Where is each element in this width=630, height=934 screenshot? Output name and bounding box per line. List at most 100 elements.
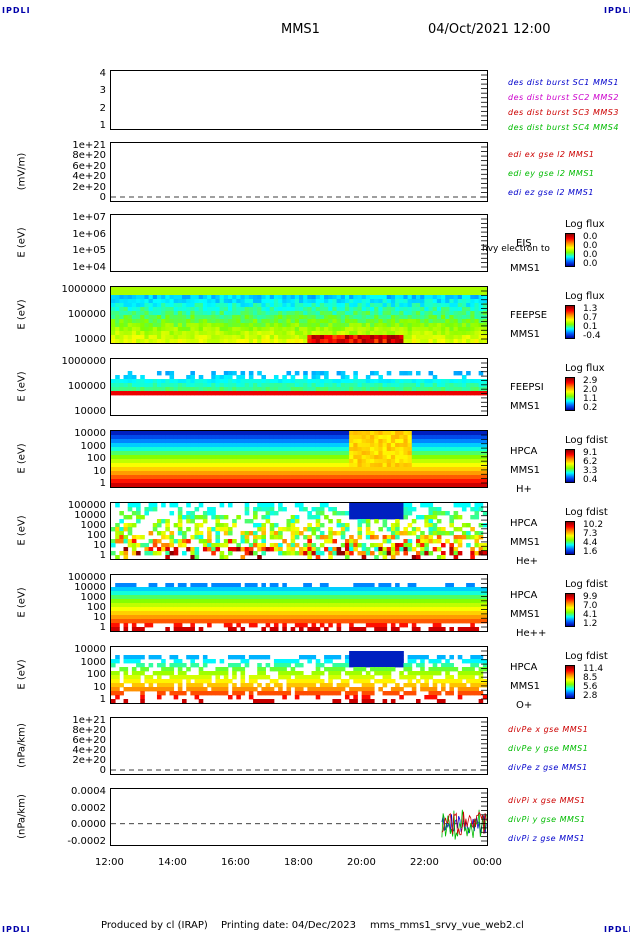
heatmap-cell: [470, 599, 475, 604]
heatmap-cell: [223, 475, 229, 480]
heatmap-cell: [257, 471, 262, 476]
heatmap-cell: [432, 467, 438, 472]
heatmap-cell: [294, 451, 300, 456]
heatmap-cell: [436, 467, 442, 472]
heatmap-cell: [136, 467, 141, 472]
heatmap-cell: [457, 535, 463, 540]
heatmap-cell: [374, 595, 379, 600]
heatmap-cell: [156, 695, 162, 700]
heatmap-cell: [223, 615, 229, 620]
heatmap-cell: [236, 439, 241, 444]
heatmap-cell: [382, 551, 388, 556]
heatmap-cell: [156, 551, 162, 556]
heatmap-cell: [449, 619, 454, 624]
heatmap-cell: [144, 323, 149, 328]
heatmap-cell: [194, 435, 200, 440]
heatmap-cell: [282, 583, 287, 588]
heatmap-cell: [428, 587, 434, 592]
heatmap-cell: [319, 583, 325, 588]
heatmap-cell: [311, 455, 317, 460]
heatmap-cell: [136, 379, 141, 384]
heatmap-cell: [227, 435, 233, 440]
heatmap-cell: [194, 443, 200, 448]
heatmap-cell: [482, 447, 487, 452]
heatmap-cell: [240, 611, 246, 616]
heatmap-cell: [211, 603, 216, 608]
heatmap-cell: [424, 607, 429, 612]
heatmap-cell: [290, 291, 296, 296]
heatmap-cell: [165, 603, 170, 608]
heatmap-cell: [466, 523, 471, 528]
heatmap-cell: [282, 539, 287, 544]
heatmap-cell: [194, 315, 200, 320]
heatmap-cell: [361, 471, 367, 476]
heatmap-cell: [336, 303, 342, 308]
heatmap-cell: [232, 439, 237, 444]
heatmap-cell: [361, 507, 367, 512]
heatmap-cell: [186, 443, 191, 448]
heatmap-cell: [290, 483, 296, 487]
heatmap-cell: [470, 323, 475, 328]
heatmap-cell: [211, 543, 216, 548]
heatmap-cell: [248, 603, 254, 608]
heatmap-cell: [403, 603, 409, 608]
panel-2-ytick: 6e+20: [72, 160, 106, 172]
heatmap-cell: [227, 391, 233, 396]
heatmap-cell: [395, 391, 400, 396]
panel-2-plot: [111, 146, 487, 198]
heatmap-cell: [232, 451, 237, 456]
heatmap-cell: [207, 339, 212, 343]
heatmap-cell: [215, 587, 221, 592]
panel-6-ytick: 1000: [80, 440, 106, 452]
heatmap-cell: [378, 543, 383, 548]
heatmap-cell: [478, 503, 484, 508]
heatmap-cell: [202, 319, 208, 324]
heatmap-cell: [177, 315, 183, 320]
heatmap-cell: [177, 679, 183, 684]
heatmap-cell: [395, 599, 400, 604]
heatmap-cell: [248, 371, 254, 376]
heatmap-cell: [261, 287, 266, 292]
heatmap-cell: [165, 295, 170, 300]
heatmap-cell: [165, 615, 170, 620]
heatmap-cell: [399, 483, 404, 487]
heatmap-cell: [156, 675, 162, 680]
heatmap-cell: [478, 591, 484, 596]
heatmap-cell: [278, 451, 283, 456]
heatmap-cell: [432, 523, 438, 528]
heatmap-cell: [127, 451, 133, 456]
heatmap-cell: [307, 611, 312, 616]
heatmap-cell: [357, 543, 363, 548]
heatmap-cell: [261, 619, 266, 624]
heatmap-cell: [240, 683, 246, 688]
heatmap-cell: [474, 339, 480, 343]
heatmap-cell: [357, 535, 363, 540]
heatmap-cell: [115, 455, 120, 460]
heatmap-cell: [236, 387, 241, 392]
heatmap-cell: [482, 335, 487, 340]
heatmap-cell: [424, 455, 429, 460]
heatmap-cell: [382, 391, 388, 396]
heatmap-cell: [428, 391, 434, 396]
heatmap-cell: [207, 463, 212, 468]
panel-5-ylabel: E (eV): [16, 371, 28, 402]
heatmap-cell: [374, 591, 379, 596]
heatmap-cell: [115, 451, 120, 456]
heatmap-cell: [144, 443, 149, 448]
heatmap-cell: [441, 303, 446, 308]
heatmap-cell: [232, 539, 237, 544]
heatmap-cell: [311, 339, 317, 343]
heatmap-cell: [386, 619, 392, 624]
heatmap-cell: [236, 331, 241, 336]
heatmap-cell: [244, 387, 250, 392]
heatmap-cell: [248, 475, 254, 480]
heatmap-cell: [232, 315, 237, 320]
heatmap-cell: [269, 583, 275, 588]
heatmap-cell: [461, 523, 467, 528]
heatmap-cell: [474, 539, 480, 544]
heatmap-cell: [374, 587, 379, 592]
heatmap-cell: [428, 607, 434, 612]
heatmap-cell: [370, 383, 375, 388]
heatmap-cell: [319, 507, 325, 512]
heatmap-cell: [378, 435, 383, 440]
